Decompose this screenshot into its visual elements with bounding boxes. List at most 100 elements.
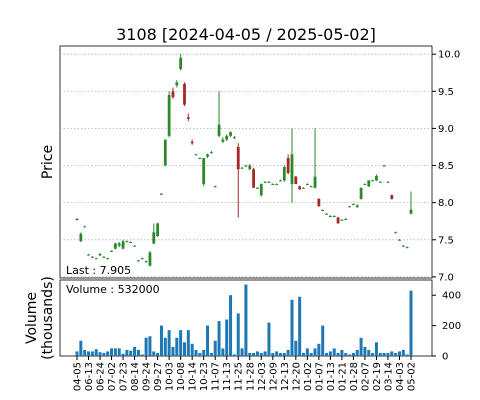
candle-body [102, 256, 106, 258]
x-tick-label: 11-07 [211, 362, 222, 391]
candle-body [113, 243, 117, 249]
volume-bar [140, 354, 144, 356]
x-tick-label: 02-19 [372, 362, 383, 391]
volume-bar [302, 352, 306, 356]
candle-body [160, 193, 163, 195]
x-tick-label: 02-07 [360, 362, 371, 391]
candle-body [198, 158, 202, 160]
volume-bar [275, 351, 279, 356]
candle-body [202, 158, 206, 185]
volume-bar [374, 342, 378, 356]
y-tick-label: 0 [442, 352, 448, 363]
volume-bar [182, 342, 186, 356]
candle-body [321, 210, 325, 212]
volume-bar [133, 346, 137, 356]
x-tick-label: 12-03 [257, 362, 268, 391]
candle-body [175, 82, 179, 86]
candle-body [340, 219, 344, 221]
x-tick-label: 11-25 [234, 362, 245, 391]
volume-bar [113, 348, 117, 356]
volume-bar [175, 337, 179, 356]
x-tick-label: 12-20 [291, 362, 302, 391]
candle-body [75, 218, 79, 220]
candle-body [233, 137, 236, 139]
volume-bar [221, 348, 225, 356]
candle-body [137, 260, 140, 262]
candle-body [194, 154, 198, 156]
candle-body [117, 243, 121, 246]
candle-body [121, 241, 125, 249]
x-tick-label: 11-13 [222, 362, 233, 391]
candle-body [302, 187, 305, 189]
candle-body [355, 205, 359, 208]
candle-body [398, 239, 401, 241]
volume-bar [259, 352, 263, 356]
volume-bar [148, 336, 152, 356]
candle-body [240, 167, 244, 169]
candle-body [363, 184, 367, 186]
candle-body [221, 139, 225, 142]
volume-bar [163, 337, 167, 356]
candle-body [209, 152, 213, 154]
candle-body [263, 181, 267, 183]
candle-body [163, 139, 167, 166]
candle-body [225, 135, 229, 140]
volume-bar [156, 352, 160, 356]
y-tick-label: 10.0 [438, 50, 460, 61]
candle-body [90, 256, 94, 258]
candle-body [375, 175, 378, 181]
volume-bar [294, 340, 298, 356]
candle-body [344, 218, 348, 220]
candle-body [282, 167, 286, 181]
volume-bar [252, 352, 256, 356]
volume-bar [378, 352, 382, 356]
volume-bar [125, 349, 129, 356]
volume-bar [110, 348, 114, 356]
volume-axis-label: (thousands) [40, 276, 56, 360]
volume-bar [290, 299, 294, 356]
candle-body [390, 195, 394, 199]
x-tick-label: 06-13 [84, 362, 95, 391]
candle-body [167, 94, 171, 136]
candle-body [352, 204, 355, 206]
x-tick-label: 09-24 [142, 362, 153, 391]
volume-bar [198, 352, 202, 356]
volume-bar [94, 349, 98, 356]
volume-bar [282, 352, 286, 356]
volume-bar [129, 350, 133, 356]
x-tick-label: 10-23 [199, 362, 210, 391]
volume-bar [344, 352, 348, 356]
volume-bar [286, 349, 290, 356]
volume-bar [397, 351, 401, 356]
y-tick-label: 8.5 [438, 161, 454, 172]
x-tick-label: 10-14 [188, 362, 199, 391]
x-tick-label: 07-23 [119, 362, 130, 391]
volume-bar [98, 352, 102, 356]
volume-bar [179, 330, 183, 356]
volume-bar [278, 352, 282, 356]
candle-body [378, 181, 382, 183]
volume-bar [159, 325, 163, 356]
candle-body [267, 181, 271, 183]
candle-body [133, 245, 136, 247]
x-tick-label: 08-14 [130, 362, 141, 391]
volume-bar [87, 351, 91, 356]
candle-body [394, 232, 398, 234]
volume-bar [232, 354, 236, 356]
volume-bar [248, 352, 252, 356]
volume-bar [121, 353, 125, 356]
candle-body [275, 184, 279, 186]
candle-body [271, 184, 275, 186]
volume-bar [190, 343, 194, 356]
candle-body [156, 223, 160, 237]
price-panel [59, 45, 433, 279]
volume-bar [244, 284, 248, 356]
volume-bar [209, 352, 213, 356]
candle-body [401, 245, 405, 247]
volume-annotation: Volume : 532000 [66, 283, 160, 296]
candle-body [213, 186, 217, 188]
candle-body [98, 253, 102, 256]
candle-body [125, 241, 129, 243]
candle-body [328, 216, 332, 218]
